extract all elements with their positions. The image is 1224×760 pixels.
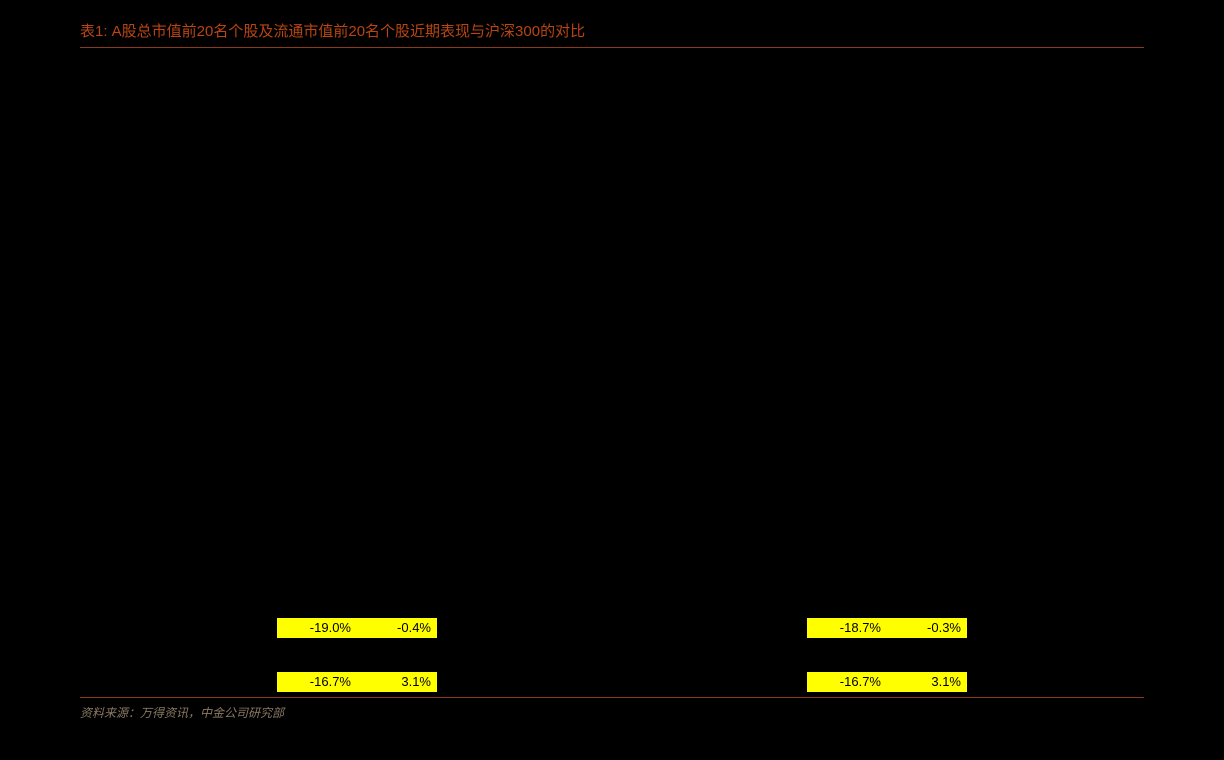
summary-cell: -19.0%	[277, 618, 357, 638]
summary-section: -19.0% -0.4% -18.7% -0.3% -16.7% 3.1% -1…	[80, 614, 1144, 698]
spacer	[80, 641, 1144, 668]
summary-left-block: -16.7% 3.1%	[277, 672, 437, 692]
summary-row-1: -19.0% -0.4% -18.7% -0.3%	[80, 614, 1144, 641]
summary-cell: -0.4%	[357, 618, 437, 638]
summary-row-2: -16.7% 3.1% -16.7% 3.1%	[80, 668, 1144, 695]
summary-cell: 3.1%	[357, 672, 437, 692]
summary-cell: -16.7%	[807, 672, 887, 692]
table-title: 表1: A股总市值前20名个股及流通市值前20名个股近期表现与沪深300的对比	[80, 23, 585, 40]
summary-cell: -0.3%	[887, 618, 967, 638]
summary-right-block: -16.7% 3.1%	[807, 672, 967, 692]
summary-cell: -18.7%	[807, 618, 887, 638]
summary-cell: -16.7%	[277, 672, 357, 692]
source-text: 资料来源：万得资讯，中金公司研究部	[80, 706, 284, 720]
summary-left-block: -19.0% -0.4%	[277, 618, 437, 638]
source-row: 资料来源：万得资讯，中金公司研究部	[80, 704, 1144, 722]
summary-cell: 3.1%	[887, 672, 967, 692]
table-title-row: 表1: A股总市值前20名个股及流通市值前20名个股近期表现与沪深300的对比	[80, 20, 1144, 48]
table-content-area: -19.0% -0.4% -18.7% -0.3% -16.7% 3.1% -1…	[80, 58, 1144, 698]
summary-right-block: -18.7% -0.3%	[807, 618, 967, 638]
